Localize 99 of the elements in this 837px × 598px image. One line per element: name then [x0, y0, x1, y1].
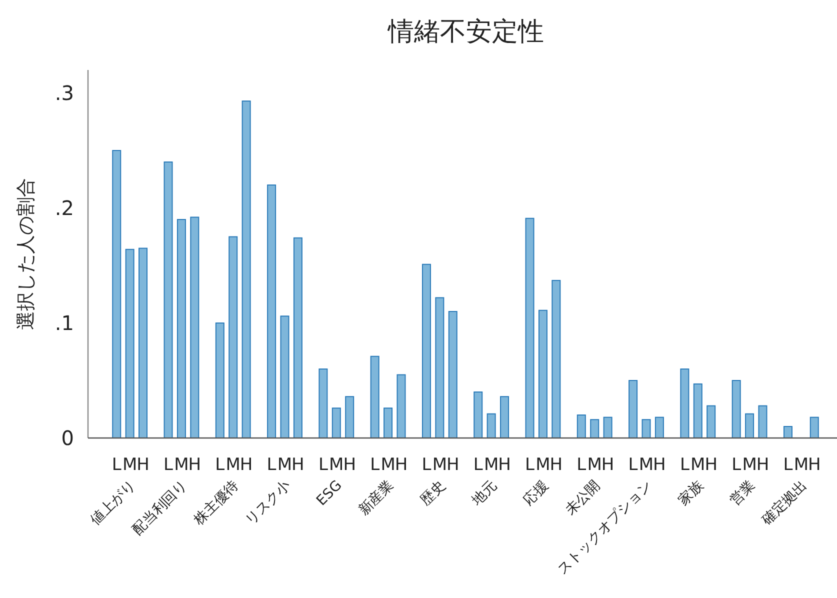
x-tick-label: 家族 [676, 478, 707, 509]
text: L [318, 455, 328, 475]
text: L [628, 455, 638, 475]
text: H [394, 455, 408, 475]
text: L [266, 455, 276, 475]
text: H [756, 455, 770, 475]
text: H [446, 455, 460, 475]
x-tick-label: 新産業 [356, 478, 397, 519]
bar [242, 100, 251, 438]
bar [680, 368, 690, 438]
bar [318, 368, 328, 438]
x-tick-label: 確定拠出 [758, 478, 810, 530]
text: L [576, 455, 586, 475]
bar [500, 396, 510, 438]
bar [642, 419, 651, 438]
y-tick-label: .3 [54, 81, 74, 105]
text: M [587, 455, 602, 475]
chart-title: 情緒不安定性 [387, 17, 544, 47]
bar [293, 237, 302, 438]
text: M [329, 455, 344, 475]
text: M [742, 455, 757, 475]
text: H [808, 455, 821, 475]
bar [384, 408, 393, 438]
bar [422, 264, 431, 438]
bar [396, 374, 406, 438]
x-tick-label: リスク小 [242, 478, 294, 528]
bar [370, 356, 380, 438]
x-tick-label: 株主優待 [190, 478, 242, 530]
text: H [188, 455, 202, 475]
text: L [783, 455, 793, 475]
text: M [638, 455, 654, 475]
series-label: L [680, 455, 690, 475]
bar [215, 322, 224, 438]
text: L [732, 455, 742, 475]
y-axis-title: 選択した人の割合 [15, 178, 37, 330]
bar [474, 392, 483, 438]
bar [345, 396, 354, 438]
bar [164, 162, 173, 438]
text: M [174, 455, 189, 475]
bar [693, 383, 702, 438]
bar [628, 380, 638, 438]
bar [228, 236, 238, 438]
x-tick-label: 応援 [520, 478, 552, 509]
series-label: H [343, 455, 356, 475]
text: L [525, 455, 535, 475]
y-tick-label: .1 [54, 311, 74, 335]
text: M [122, 455, 138, 475]
bar [332, 408, 341, 438]
text: H [136, 455, 150, 475]
text: M [794, 455, 809, 475]
bar [486, 413, 496, 438]
bar [576, 414, 586, 438]
bar [810, 416, 819, 438]
text: H [498, 455, 511, 475]
bar [603, 416, 612, 438]
bar [190, 216, 200, 438]
y-tick-label: .2 [54, 196, 74, 220]
text: L [164, 455, 174, 475]
bar [758, 405, 768, 438]
bar [125, 248, 134, 438]
bar [745, 413, 754, 438]
bar [435, 297, 444, 438]
text: L [112, 455, 122, 475]
bar [783, 426, 792, 438]
bar [176, 219, 186, 438]
text: M [277, 455, 292, 475]
text: H [653, 455, 666, 475]
bar [267, 184, 276, 438]
bar [448, 311, 458, 438]
bar [525, 218, 534, 438]
text: L [473, 455, 483, 475]
text: M [690, 455, 706, 475]
bar [280, 316, 290, 438]
text: L [370, 455, 380, 475]
text: L [215, 455, 225, 475]
text: H [292, 455, 304, 475]
text: M [432, 455, 448, 475]
bar [138, 248, 148, 438]
x-tick-label: 営業 [727, 478, 758, 509]
text: M [380, 455, 396, 475]
bar [590, 419, 600, 438]
text: H [704, 455, 718, 475]
y-tick-label: 0 [61, 426, 74, 450]
x-tick-label: 地元 [468, 478, 500, 510]
bar [654, 416, 664, 438]
bar [112, 150, 122, 438]
text: H [601, 455, 614, 475]
text: M [484, 455, 499, 475]
bar [538, 310, 548, 438]
text: H [550, 455, 563, 475]
bar [732, 380, 741, 438]
text: L [422, 455, 432, 475]
x-tick-label: 歴史 [417, 478, 449, 509]
text: M [226, 455, 240, 475]
x-tick-label: 未公開 [562, 478, 604, 519]
bar [706, 405, 716, 438]
bar [552, 280, 561, 438]
series-label: M [536, 455, 550, 475]
text: H [240, 455, 253, 475]
